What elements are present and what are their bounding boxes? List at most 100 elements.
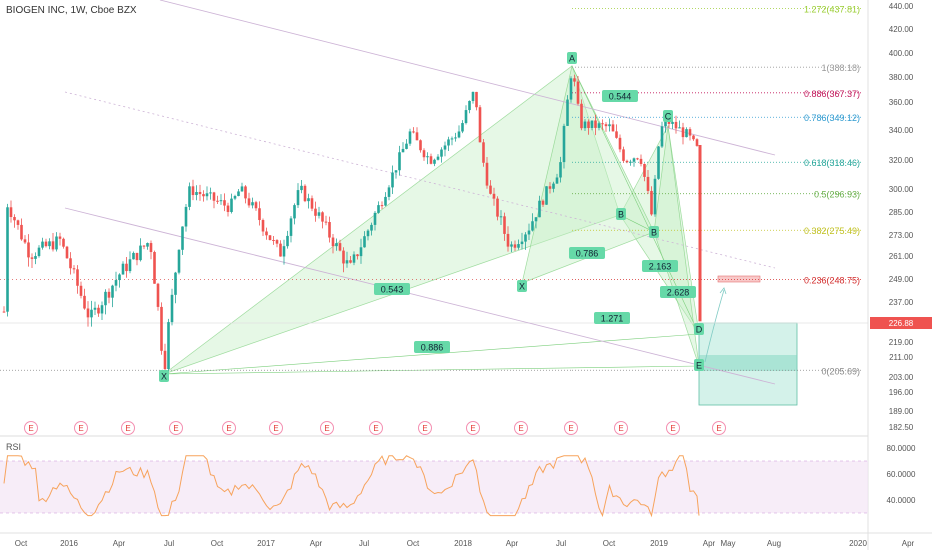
- time-label-4: Oct: [211, 539, 224, 548]
- candle-body: [681, 127, 685, 138]
- time-label-9: 2018: [454, 539, 472, 548]
- candle: [433, 158, 436, 167]
- candle-body: [618, 137, 622, 150]
- candle: [653, 174, 657, 217]
- time-label-12: Oct: [603, 539, 616, 548]
- candle-body: [331, 237, 335, 247]
- earnings-text: E: [716, 424, 721, 433]
- candle-body: [604, 124, 608, 127]
- earnings-marker-4: E: [222, 421, 236, 435]
- candle: [286, 230, 289, 249]
- earnings-circle: [222, 421, 236, 435]
- earnings-marker-2: E: [121, 421, 135, 435]
- time-label-15: May: [720, 539, 735, 548]
- candle-body: [107, 291, 111, 298]
- price-tick-2: 400.00: [889, 49, 914, 58]
- candle-body: [583, 121, 587, 129]
- candle-body: [191, 186, 195, 196]
- candle-body: [650, 190, 653, 215]
- candle-body: [499, 216, 503, 218]
- candle: [503, 212, 506, 241]
- candle-body: [261, 220, 265, 232]
- candle-body: [510, 244, 513, 247]
- time-label-1: 2016: [60, 539, 78, 548]
- candle-body: [429, 156, 433, 164]
- ratio-label-4-text: 2.628: [667, 288, 690, 298]
- earnings-circle: [24, 421, 38, 435]
- candlestick-series[interactable]: [2, 74, 702, 381]
- candle: [345, 251, 349, 268]
- candle: [643, 163, 646, 182]
- candle-body: [608, 124, 611, 127]
- candle: [191, 179, 195, 201]
- candle: [618, 134, 622, 153]
- candle: [251, 197, 254, 209]
- candle: [272, 236, 275, 245]
- candle-body: [520, 241, 524, 245]
- ratio-label-1-bg: [569, 247, 605, 259]
- ratio-label-6: 0.886: [414, 341, 450, 353]
- candle-body: [587, 121, 590, 128]
- candle: [342, 247, 345, 273]
- time-axis[interactable]: Oct 2016 Apr Jul Oct 2017 Apr Jul Oct 2018 Apr Jul O…: [15, 539, 915, 548]
- candle: [457, 125, 461, 139]
- candle-body: [251, 202, 254, 206]
- candle: [422, 148, 426, 161]
- current-price-bg: [870, 317, 932, 329]
- ratio-label-3: 2.163: [642, 260, 678, 272]
- candle: [289, 216, 293, 243]
- price-tick-15: 211.00: [889, 353, 913, 362]
- candle-body: [156, 283, 160, 307]
- candle-body: [324, 221, 328, 223]
- candle-body: [9, 207, 13, 218]
- candle-body: [653, 178, 657, 215]
- candle-body: [58, 236, 62, 239]
- earnings-text: E: [670, 424, 675, 433]
- candle: [41, 237, 44, 250]
- candle-body: [580, 103, 583, 129]
- time-label-7: Jul: [359, 539, 369, 548]
- candle: [170, 288, 174, 326]
- earnings-marker-13: E: [666, 421, 680, 435]
- candle-body: [436, 156, 440, 160]
- candle: [436, 154, 440, 161]
- candle: [604, 122, 608, 132]
- time-label-3: Jul: [164, 539, 174, 548]
- candle: [370, 222, 373, 236]
- candle-body: [422, 150, 426, 158]
- candle-body: [660, 126, 664, 147]
- candle: [377, 201, 380, 214]
- price-axis[interactable]: 440.00 420.00 400.00 380.00 360.00 340.00 320.…: [870, 2, 932, 505]
- candle: [461, 120, 464, 134]
- candle: [146, 242, 149, 250]
- candle: [366, 229, 370, 241]
- pattern-point-3-text: C: [665, 112, 672, 122]
- candle: [51, 233, 55, 252]
- candle: [650, 186, 653, 216]
- candle-body: [209, 192, 212, 194]
- time-label-13: 2019: [650, 539, 668, 548]
- candle: [195, 185, 198, 201]
- candle-body: [167, 322, 170, 370]
- candle: [198, 184, 202, 201]
- candle: [307, 193, 310, 209]
- candle: [237, 189, 240, 197]
- fib-label-0: 1.272(437.81): [804, 5, 860, 15]
- candle: [401, 142, 405, 153]
- candle: [639, 154, 643, 167]
- ratio-label-5-bg: [594, 312, 630, 324]
- earnings-marker-7: E: [369, 421, 383, 435]
- candle-body: [576, 81, 580, 104]
- candle: [359, 238, 363, 264]
- candle-body: [695, 139, 699, 146]
- candle-body: [622, 149, 625, 161]
- candle-body: [485, 162, 489, 186]
- candle-body: [37, 247, 41, 257]
- candle: [268, 235, 272, 241]
- candle: [125, 256, 128, 278]
- candle-body: [527, 230, 531, 235]
- candle-body: [310, 198, 314, 209]
- mid-trendline: [64, 91, 776, 269]
